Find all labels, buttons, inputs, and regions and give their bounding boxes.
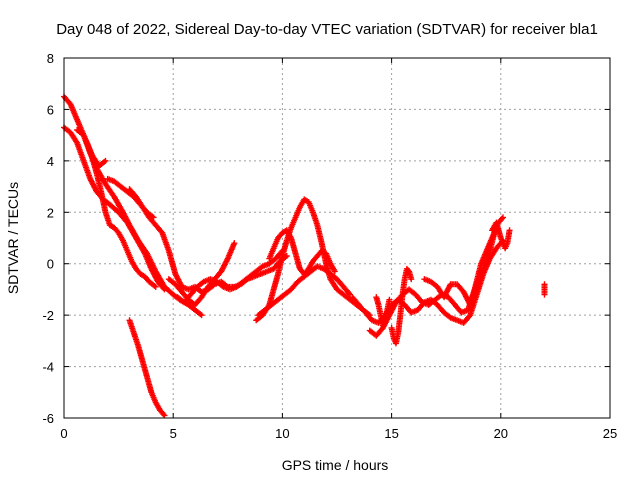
y-tick-label: 6	[47, 102, 54, 117]
x-tick-label: 5	[170, 426, 177, 441]
data-point	[498, 215, 505, 222]
data-point	[231, 240, 238, 247]
y-tick-label: 8	[47, 51, 54, 66]
x-tick-label: 25	[603, 426, 617, 441]
data-point	[331, 268, 338, 275]
data-point	[499, 214, 506, 221]
series-track-19	[541, 281, 548, 298]
data-points	[61, 93, 548, 419]
data-point	[386, 296, 393, 303]
plot-frame	[63, 57, 611, 419]
series-track-15	[388, 265, 415, 347]
series-track-18	[489, 219, 513, 252]
data-point	[346, 290, 353, 297]
x-tick-label: 15	[384, 426, 398, 441]
data-point	[161, 286, 168, 293]
x-axis-label: GPS time / hours	[282, 457, 389, 473]
chart-title: Day 048 of 2022, Sidereal Day-to-day VTE…	[56, 21, 598, 38]
series-track-2	[61, 124, 168, 293]
series-track-12	[126, 317, 168, 419]
x-tick-label: 20	[494, 426, 508, 441]
y-tick-label: -2	[42, 308, 54, 323]
data-point	[506, 227, 513, 234]
series-track-11	[266, 227, 338, 277]
series-track-4	[82, 137, 109, 169]
data-point	[160, 285, 167, 292]
y-tick-label: 0	[47, 257, 54, 272]
series-track-8	[174, 247, 286, 306]
y-tick-label: 4	[47, 154, 54, 169]
series-track-17	[421, 214, 506, 308]
series-track-16	[373, 294, 393, 329]
data-point	[198, 312, 205, 319]
y-axis-label: SDTVAR / TECUs	[5, 182, 21, 294]
x-tick-label: 0	[60, 426, 67, 441]
y-tick-label: -4	[42, 360, 54, 375]
data-point	[160, 411, 167, 418]
data-point	[102, 157, 109, 164]
data-point	[408, 276, 415, 283]
data-point	[152, 283, 159, 290]
data-point	[161, 412, 168, 419]
x-tick-label: 10	[275, 426, 289, 441]
data-point	[541, 291, 548, 298]
y-tick-label: -6	[42, 411, 54, 426]
y-tick-label: 2	[47, 205, 54, 220]
axis-ticks: 0 5 10 15 20 25 -6 -4 -2 0 2 4 6 8	[42, 51, 617, 441]
